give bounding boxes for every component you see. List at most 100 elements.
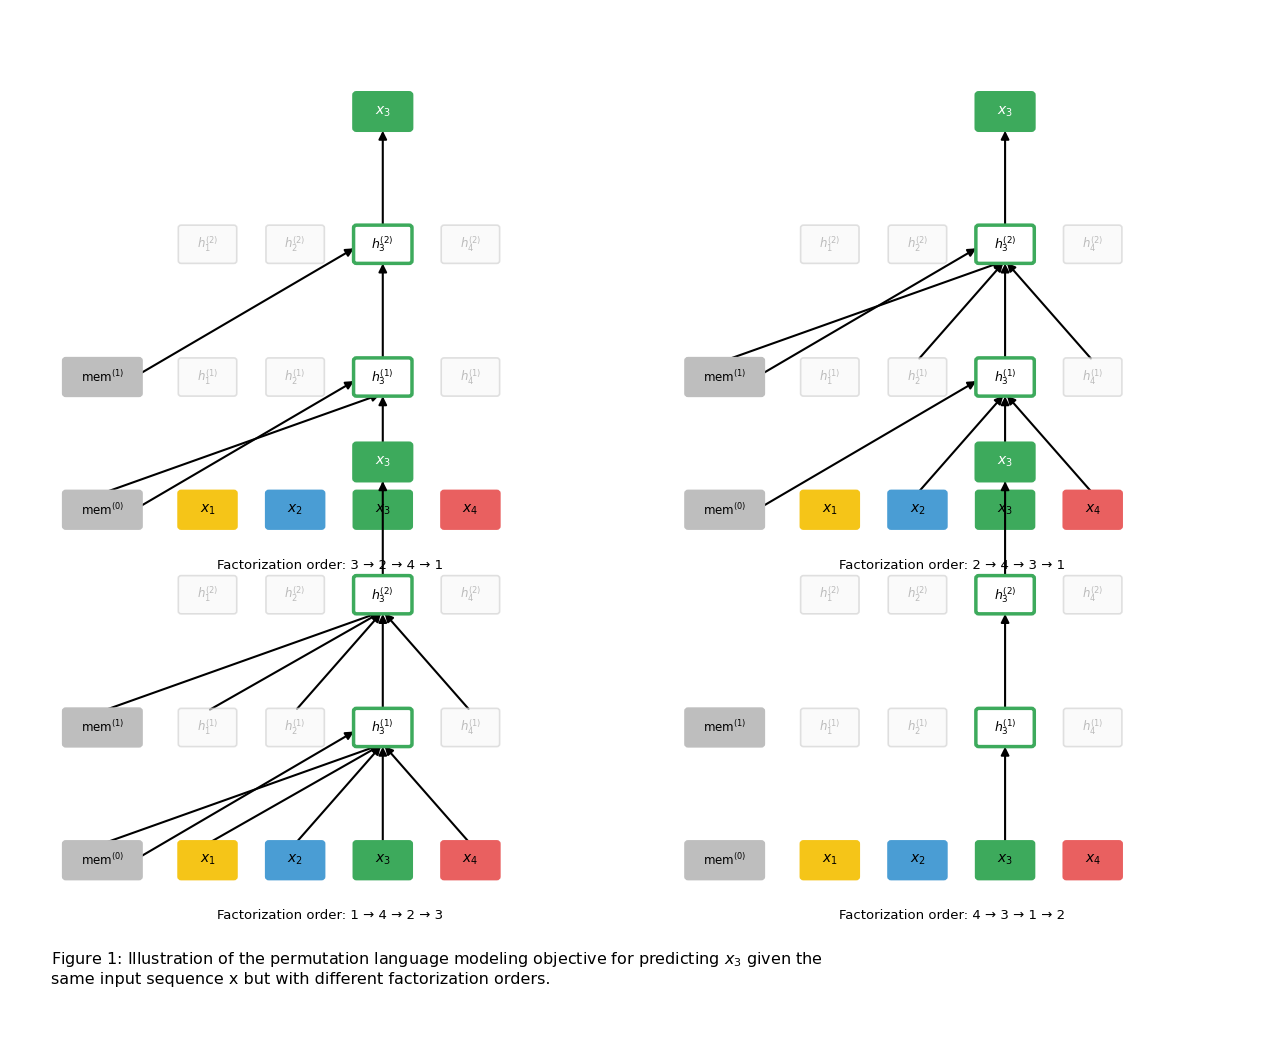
Text: $h_4^{(1)}$: $h_4^{(1)}$ (460, 367, 481, 387)
FancyBboxPatch shape (1063, 708, 1121, 747)
FancyBboxPatch shape (178, 576, 236, 614)
Text: $h_1^{(2)}$: $h_1^{(2)}$ (819, 585, 841, 604)
FancyBboxPatch shape (178, 491, 236, 529)
Text: $h_2^{(1)}$: $h_2^{(1)}$ (907, 718, 928, 737)
FancyBboxPatch shape (888, 841, 946, 879)
Text: $x_3$: $x_3$ (997, 853, 1013, 868)
FancyBboxPatch shape (975, 491, 1034, 529)
FancyBboxPatch shape (1063, 576, 1121, 614)
Text: mem$^{(0)}$: mem$^{(0)}$ (704, 853, 747, 868)
FancyBboxPatch shape (353, 225, 411, 263)
FancyBboxPatch shape (975, 92, 1034, 131)
Text: $x_2$: $x_2$ (287, 853, 304, 868)
FancyBboxPatch shape (441, 358, 499, 396)
FancyBboxPatch shape (975, 576, 1034, 614)
Text: $x_1$: $x_1$ (199, 502, 216, 517)
FancyBboxPatch shape (686, 358, 765, 396)
FancyBboxPatch shape (353, 708, 411, 747)
Text: $h_1^{(2)}$: $h_1^{(2)}$ (197, 235, 218, 254)
Text: $x_3$: $x_3$ (375, 502, 391, 517)
Text: $h_1^{(1)}$: $h_1^{(1)}$ (819, 367, 841, 387)
FancyBboxPatch shape (686, 708, 765, 747)
Text: $x_4$: $x_4$ (462, 502, 479, 517)
FancyBboxPatch shape (888, 491, 946, 529)
FancyBboxPatch shape (975, 358, 1034, 396)
Text: $h_3^{(1)}$: $h_3^{(1)}$ (372, 718, 394, 737)
FancyBboxPatch shape (178, 841, 236, 879)
Text: $h_4^{(2)}$: $h_4^{(2)}$ (1082, 585, 1104, 604)
FancyBboxPatch shape (64, 358, 142, 396)
Text: $x_3$: $x_3$ (375, 853, 391, 868)
FancyBboxPatch shape (64, 841, 142, 879)
Text: $h_4^{(1)}$: $h_4^{(1)}$ (1082, 367, 1104, 387)
Text: $h_1^{(2)}$: $h_1^{(2)}$ (819, 235, 841, 254)
FancyBboxPatch shape (1063, 225, 1121, 263)
Text: mem$^{(0)}$: mem$^{(0)}$ (81, 853, 124, 868)
Text: $h_4^{(1)}$: $h_4^{(1)}$ (1082, 718, 1104, 737)
Text: $h_4^{(2)}$: $h_4^{(2)}$ (460, 585, 481, 604)
FancyBboxPatch shape (178, 358, 236, 396)
FancyBboxPatch shape (353, 92, 411, 131)
Text: mem$^{(1)}$: mem$^{(1)}$ (704, 720, 747, 735)
Text: $h_2^{(2)}$: $h_2^{(2)}$ (284, 585, 306, 604)
Text: $h_4^{(2)}$: $h_4^{(2)}$ (460, 235, 481, 254)
Text: $h_2^{(1)}$: $h_2^{(1)}$ (284, 367, 306, 387)
Text: $x_4$: $x_4$ (1085, 853, 1101, 868)
FancyBboxPatch shape (353, 491, 411, 529)
Text: $x_1$: $x_1$ (199, 853, 216, 868)
FancyBboxPatch shape (178, 708, 236, 747)
FancyBboxPatch shape (353, 576, 411, 614)
Text: $h_2^{(1)}$: $h_2^{(1)}$ (907, 367, 928, 387)
FancyBboxPatch shape (888, 225, 946, 263)
Text: $h_3^{(2)}$: $h_3^{(2)}$ (994, 585, 1016, 604)
FancyBboxPatch shape (686, 841, 765, 879)
FancyBboxPatch shape (265, 708, 324, 747)
Text: $x_3$: $x_3$ (375, 104, 391, 119)
FancyBboxPatch shape (800, 358, 859, 396)
FancyBboxPatch shape (64, 491, 142, 529)
FancyBboxPatch shape (441, 841, 499, 879)
Text: Factorization order: 1 → 4 → 2 → 3: Factorization order: 1 → 4 → 2 → 3 (217, 909, 443, 923)
FancyBboxPatch shape (64, 708, 142, 747)
Text: mem$^{(0)}$: mem$^{(0)}$ (81, 502, 124, 517)
FancyBboxPatch shape (441, 708, 499, 747)
FancyBboxPatch shape (441, 225, 499, 263)
Text: Figure 1: Illustration of the permutation language modeling objective for predic: Figure 1: Illustration of the permutatio… (51, 950, 823, 987)
FancyBboxPatch shape (800, 491, 859, 529)
Text: mem$^{(0)}$: mem$^{(0)}$ (704, 502, 747, 517)
FancyBboxPatch shape (800, 841, 859, 879)
FancyBboxPatch shape (353, 841, 411, 879)
Text: $x_3$: $x_3$ (997, 502, 1013, 517)
Text: $h_2^{(2)}$: $h_2^{(2)}$ (284, 235, 306, 254)
Text: $h_1^{(1)}$: $h_1^{(1)}$ (819, 718, 841, 737)
FancyBboxPatch shape (800, 225, 859, 263)
FancyBboxPatch shape (353, 443, 411, 481)
Text: $h_3^{(1)}$: $h_3^{(1)}$ (372, 367, 394, 387)
Text: $h_2^{(2)}$: $h_2^{(2)}$ (907, 235, 928, 254)
FancyBboxPatch shape (1063, 358, 1121, 396)
Text: $h_3^{(2)}$: $h_3^{(2)}$ (372, 585, 394, 604)
Text: $x_3$: $x_3$ (375, 455, 391, 469)
FancyBboxPatch shape (975, 443, 1034, 481)
Text: $x_4$: $x_4$ (1085, 502, 1101, 517)
Text: $h_2^{(1)}$: $h_2^{(1)}$ (284, 718, 306, 737)
FancyBboxPatch shape (178, 225, 236, 263)
FancyBboxPatch shape (888, 576, 946, 614)
Text: $h_1^{(1)}$: $h_1^{(1)}$ (197, 367, 218, 387)
Text: $x_3$: $x_3$ (997, 455, 1013, 469)
Text: Factorization order: 4 → 3 → 1 → 2: Factorization order: 4 → 3 → 1 → 2 (839, 909, 1066, 923)
FancyBboxPatch shape (800, 708, 859, 747)
Text: $x_2$: $x_2$ (287, 502, 304, 517)
Text: Factorization order: 2 → 4 → 3 → 1: Factorization order: 2 → 4 → 3 → 1 (839, 559, 1066, 572)
Text: mem$^{(1)}$: mem$^{(1)}$ (81, 720, 124, 735)
FancyBboxPatch shape (888, 708, 946, 747)
Text: $h_1^{(2)}$: $h_1^{(2)}$ (197, 585, 218, 604)
FancyBboxPatch shape (265, 576, 324, 614)
FancyBboxPatch shape (441, 576, 499, 614)
Text: $x_4$: $x_4$ (462, 853, 479, 868)
FancyBboxPatch shape (800, 576, 859, 614)
FancyBboxPatch shape (353, 358, 411, 396)
Text: $x_3$: $x_3$ (997, 104, 1013, 119)
FancyBboxPatch shape (265, 491, 324, 529)
Text: $h_1^{(1)}$: $h_1^{(1)}$ (197, 718, 218, 737)
